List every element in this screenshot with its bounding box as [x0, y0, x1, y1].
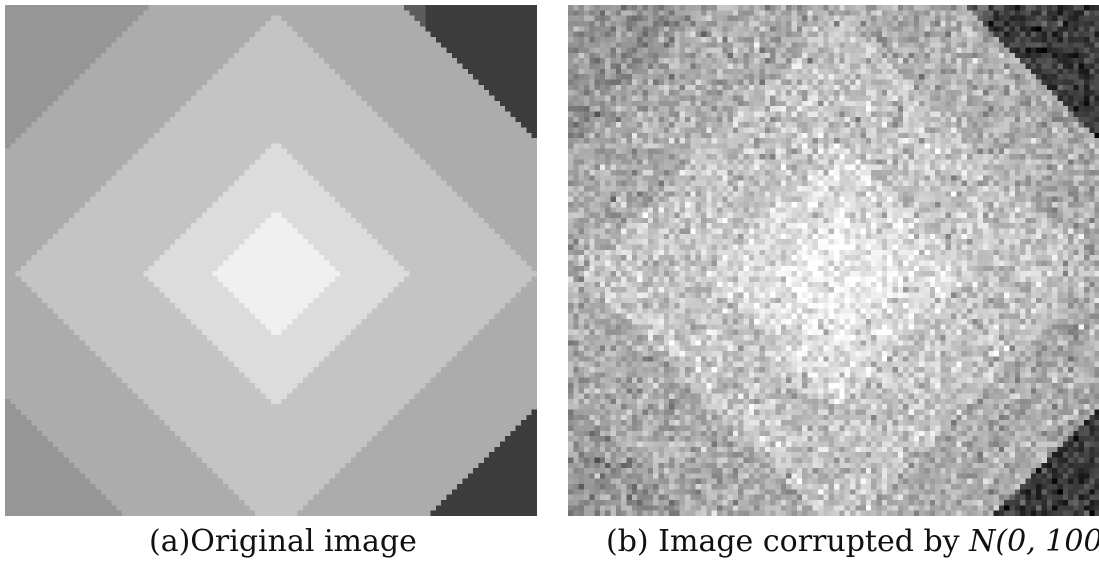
original-image: [5, 5, 537, 516]
noisy-image: [568, 5, 1099, 516]
caption-b-math: N(0, 100): [969, 524, 1099, 559]
caption-b-label: (b): [606, 524, 649, 559]
caption-b-text: Image corrupted by: [658, 524, 960, 559]
noisy-image-panel: [568, 5, 1099, 516]
caption-a-label: (a): [149, 524, 191, 559]
caption-a: (a)Original image: [149, 520, 417, 564]
caption-a-text: Original image: [190, 524, 417, 559]
original-image-panel: [5, 5, 537, 516]
caption-b: (b) Image corrupted by N(0, 100): [606, 520, 1099, 564]
